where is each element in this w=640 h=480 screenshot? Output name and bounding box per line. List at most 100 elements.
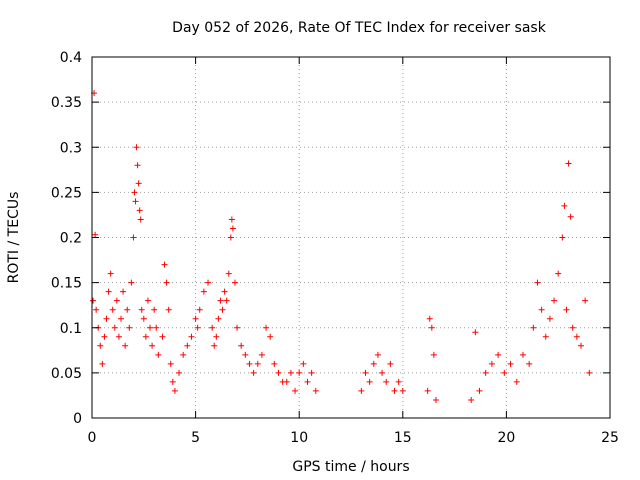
data-point [213,333,220,340]
data-point [196,306,203,313]
data-point [362,369,369,376]
data-point [586,369,593,376]
data-point [370,360,377,367]
data-point [209,324,216,331]
data-point [472,329,479,336]
data-point [300,360,307,367]
data-point [426,315,433,322]
data-point [97,342,104,349]
data-point [109,306,116,313]
data-point [263,324,270,331]
data-point [513,378,520,385]
data-point [246,360,253,367]
data-point [488,360,495,367]
data-point [165,306,172,313]
data-point [131,189,138,196]
x-tick-label: 0 [88,430,97,446]
data-point [205,279,212,286]
data-point [399,387,406,394]
data-point [542,333,549,340]
data-point [424,387,431,394]
data-point [99,360,106,367]
data-point [151,306,158,313]
x-axis-ticks: 0 5 10 15 20 25 [88,57,619,446]
data-point [555,270,562,277]
data-point [565,160,572,167]
data-point [167,360,174,367]
data-point [468,396,475,403]
data-point [118,315,125,322]
data-point [107,270,114,277]
y-tick-label: 0.15 [51,276,82,292]
data-point [155,351,162,358]
data-point [149,342,156,349]
data-point [194,324,201,331]
data-point [161,261,168,268]
data-point [122,342,129,349]
data-point [383,378,390,385]
data-point [188,333,195,340]
data-point [358,387,365,394]
data-point [428,324,435,331]
y-tick-label: 0.35 [51,95,82,111]
chart-title: Day 052 of 2026, Rate Of TEC Index for r… [172,20,547,36]
data-point [103,315,110,322]
data-point [138,306,145,313]
data-point [569,324,576,331]
data-point [120,288,127,295]
data-point [229,225,236,232]
data-point [134,162,141,169]
data-point [238,342,245,349]
data-point [551,297,558,304]
data-point [379,369,386,376]
data-point [519,351,526,358]
data-point [111,324,118,331]
data-point [147,324,154,331]
data-point [225,270,232,277]
data-point [115,333,122,340]
data-point [137,216,144,223]
data-point [304,378,311,385]
data-point [567,213,574,220]
data-point [432,396,439,403]
data-point [292,387,299,394]
data-point [217,297,224,304]
data-point [254,360,261,367]
data-point [136,207,143,214]
data-point [101,333,108,340]
data-point [395,378,402,385]
data-point [526,360,533,367]
data-point [391,387,398,394]
data-point [374,351,381,358]
data-point [153,324,160,331]
data-point [171,387,178,394]
data-point [221,288,228,295]
data-point [308,369,315,376]
data-point [163,279,170,286]
data-point [387,360,394,367]
data-point [228,216,235,223]
data-point [231,279,238,286]
data-point [283,378,290,385]
data-point [242,351,249,358]
y-tick-label: 0.25 [51,185,82,201]
data-point [133,144,140,151]
data-points [90,90,593,403]
data-point [530,324,537,331]
data-point [227,234,234,241]
data-point [275,369,282,376]
data-point [215,315,222,322]
data-point [271,360,278,367]
x-tick-label: 20 [497,430,515,446]
y-tick-label: 0.3 [60,140,82,156]
data-point [561,202,568,209]
data-point [287,369,294,376]
data-point [130,234,137,241]
data-point [507,360,514,367]
x-tick-label: 10 [290,430,308,446]
y-tick-label: 0 [73,411,82,427]
data-point [159,333,166,340]
data-point [135,180,142,187]
data-point [234,324,241,331]
